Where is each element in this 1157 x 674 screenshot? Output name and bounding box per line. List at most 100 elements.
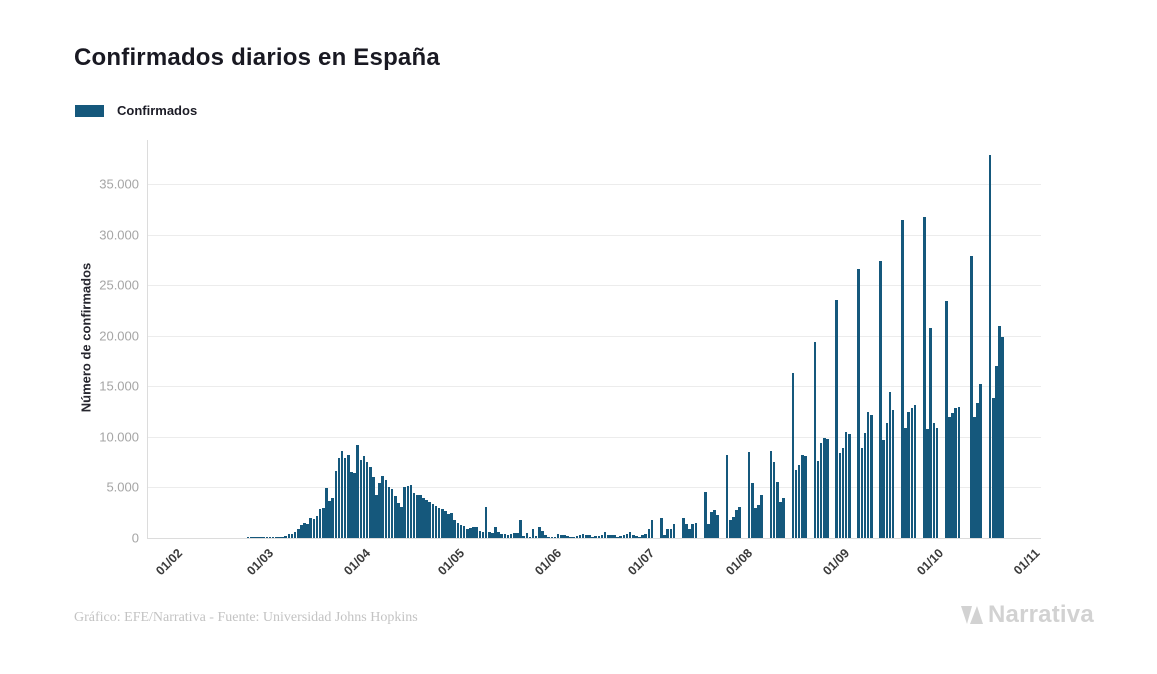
bar-day-36 <box>284 536 287 538</box>
bar-day-64 <box>372 477 375 538</box>
bar-day-159 <box>669 528 673 538</box>
bar-day-69 <box>387 486 391 538</box>
bar-day-201 <box>801 455 804 538</box>
bar-day-262 <box>992 397 995 538</box>
bar-day-114 <box>528 536 532 538</box>
bar-day-255 <box>970 256 973 538</box>
bar-day-87 <box>444 510 447 538</box>
bar-day-179 <box>732 517 735 538</box>
bar-day-112 <box>522 535 525 538</box>
bar-day-206 <box>816 461 820 538</box>
bar-day-128 <box>572 536 576 538</box>
gridline-5000 <box>148 487 1041 489</box>
y-tick-label-5.000: 5.000 <box>106 479 139 495</box>
gridline-10000 <box>148 436 1041 438</box>
bar-day-208 <box>822 437 826 538</box>
bar-day-65 <box>375 494 378 538</box>
bar-day-244 <box>935 427 939 538</box>
bar-day-43 <box>306 524 309 538</box>
bar-day-186 <box>754 507 757 538</box>
bar-day-228 <box>885 422 889 538</box>
bar-day-30 <box>265 537 269 538</box>
bar-day-74 <box>403 486 406 538</box>
bar-day-63 <box>368 466 372 538</box>
bar-day-107 <box>506 535 510 538</box>
bar-day-261 <box>988 154 992 538</box>
bar-day-250 <box>954 407 958 538</box>
bar-day-91 <box>456 522 460 538</box>
bar-day-97 <box>475 526 478 538</box>
bar-day-44 <box>309 518 313 538</box>
bar-day-198 <box>791 373 795 538</box>
bar-day-143 <box>619 536 623 538</box>
bar-day-133 <box>588 534 591 538</box>
bar-day-138 <box>603 532 607 538</box>
bar-day-222 <box>866 411 870 538</box>
gridline-15000 <box>148 386 1041 388</box>
bar-day-243 <box>932 422 936 538</box>
narrativa-logo-text: Narrativa <box>988 601 1094 628</box>
x-tick-label: 01/11 <box>1011 546 1043 578</box>
narrativa-logo: Narrativa <box>960 601 1094 629</box>
bar-day-41 <box>300 525 303 538</box>
bar-day-264 <box>998 325 1001 538</box>
bar-day-92 <box>459 524 463 538</box>
bar-day-195 <box>782 497 785 538</box>
bar-day-29 <box>262 537 266 538</box>
bar-day-90 <box>453 519 457 538</box>
bar-day-124 <box>559 534 563 538</box>
gridline-25000 <box>148 285 1041 287</box>
bar-day-132 <box>584 534 588 538</box>
bar-day-140 <box>610 535 613 538</box>
bar-day-167 <box>694 522 698 538</box>
bar-day-53 <box>337 457 341 538</box>
bar-day-215 <box>844 432 848 538</box>
bar-day-185 <box>750 483 754 538</box>
x-tick-label: 01/06 <box>531 546 564 579</box>
bar-day-67 <box>381 475 385 538</box>
bar-day-257 <box>976 403 979 538</box>
bar-day-31 <box>268 537 272 538</box>
y-tick-label-20.000: 20.000 <box>99 328 139 344</box>
bar-day-95 <box>469 527 472 538</box>
bar-day-241 <box>926 428 929 538</box>
bar-day-111 <box>519 519 522 538</box>
bar-day-220 <box>860 448 864 538</box>
bar-day-263 <box>995 366 998 538</box>
bar-day-213 <box>838 453 842 538</box>
bar-day-164 <box>685 524 688 538</box>
y-tick-label-0: 0 <box>131 530 139 546</box>
narrativa-logo-mark <box>961 606 983 624</box>
x-tick-label: 01/05 <box>434 546 467 579</box>
y-tick-label-15.000: 15.000 <box>99 378 139 394</box>
x-tick-label: 01/08 <box>722 546 755 579</box>
bar-day-49 <box>325 487 328 538</box>
bar-day-45 <box>312 519 316 538</box>
bar-day-237 <box>913 404 917 538</box>
bar-day-172 <box>710 511 713 538</box>
bar-day-62 <box>365 462 369 538</box>
bar-day-240 <box>923 216 926 538</box>
bar-day-102 <box>491 532 494 538</box>
bar-day-126 <box>566 535 569 538</box>
bar-day-144 <box>622 535 626 538</box>
bar-day-98 <box>478 530 482 538</box>
page-title: Confirmados diarios en España <box>74 44 440 71</box>
bar-day-248 <box>948 416 951 538</box>
bar-day-77 <box>412 492 416 538</box>
bar-day-117 <box>538 526 541 538</box>
bar-day-33 <box>275 537 278 538</box>
bar-day-153 <box>650 519 654 538</box>
bar-day-27 <box>256 537 259 538</box>
bar-day-258 <box>979 384 983 538</box>
y-tick-label-30.000: 30.000 <box>99 227 139 243</box>
bar-day-51 <box>331 498 334 538</box>
bar-day-108 <box>509 533 513 538</box>
bar-day-119 <box>544 535 547 538</box>
bar-day-209 <box>826 438 829 538</box>
bar-day-52 <box>334 471 338 538</box>
bar-day-227 <box>882 439 886 538</box>
bar-day-173 <box>713 509 716 538</box>
gridline-30000 <box>148 234 1041 236</box>
bar-day-221 <box>863 432 867 538</box>
